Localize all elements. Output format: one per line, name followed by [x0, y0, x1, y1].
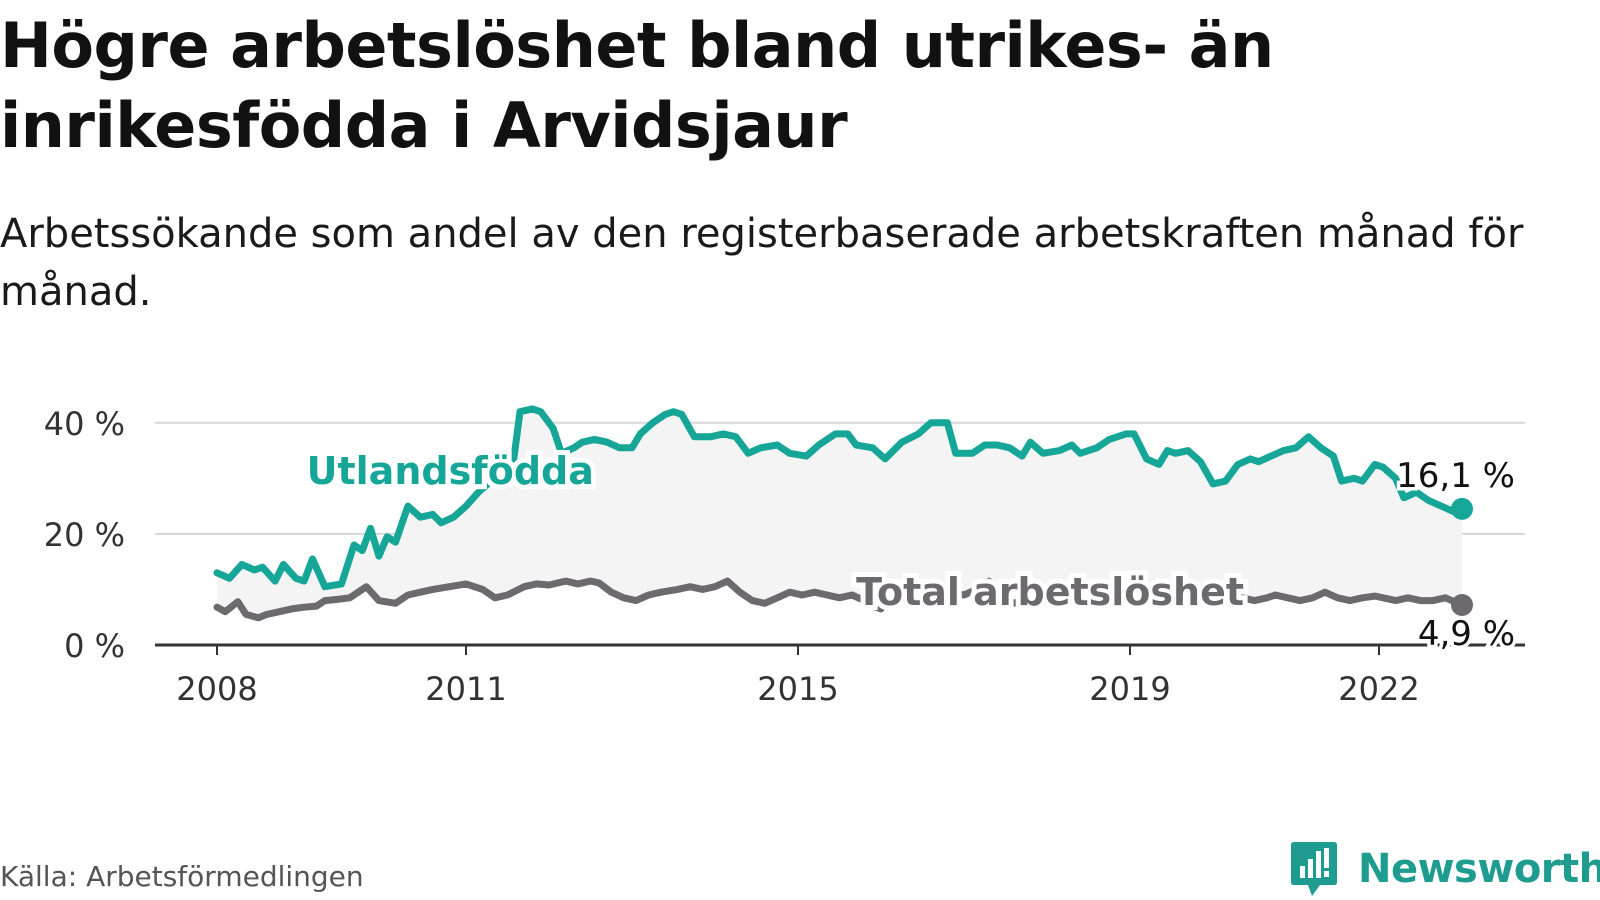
- chart-title: Högre arbetslöshet bland utrikes- än inr…: [0, 9, 1274, 162]
- chart-subtitle: Arbetssökande som andel av den registerb…: [0, 211, 1524, 315]
- newsworthy-logo-icon: [1291, 842, 1337, 896]
- axis-layer: 0 % 20 % 40 % 2008 2011 2015 2019 2022: [44, 405, 1525, 708]
- end-label-utlandsfodda: 16,1 %: [1396, 456, 1515, 496]
- newsworthy-logo: Newsworthy: [1290, 840, 1600, 898]
- end-marker-utlandsfodda: [1451, 497, 1473, 520]
- series-line-utlandsfodda: [213, 405, 1466, 591]
- x-tick-label: 2011: [425, 670, 506, 708]
- x-tick-label: 2015: [757, 670, 838, 708]
- x-tick-label: 2008: [176, 670, 257, 708]
- annotation-total-arbetsloshet: Total arbetslöshet: [856, 570, 1244, 614]
- x-tick-label: 2019: [1089, 670, 1170, 708]
- annotation-utlandsfodda: Utlandsfödda: [307, 449, 594, 493]
- y-tick-label: 40 %: [44, 405, 125, 443]
- end-label-total: 4,9 %: [1418, 614, 1515, 654]
- source-note: Källa: Arbetsförmedlingen: [0, 860, 364, 893]
- end-marker-total: [1451, 594, 1473, 616]
- label-layer: 16,1 % 4,9 % Utlandsfödda Total arbetslöshe…: [302, 444, 1519, 658]
- y-tick-label: 20 %: [44, 516, 125, 554]
- y-tick-label: 0 %: [64, 627, 125, 665]
- series-line-total-arbetsloshet: [213, 577, 1466, 622]
- brand-name: Newsworthy: [1358, 846, 1600, 892]
- x-tick-label: 2022: [1338, 670, 1419, 708]
